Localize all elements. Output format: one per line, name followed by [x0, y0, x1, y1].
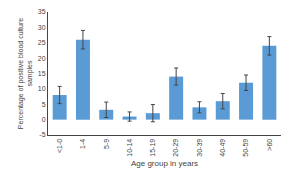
- svg-text:20: 20: [38, 55, 46, 62]
- svg-text:Age group in years: Age group in years: [131, 159, 198, 168]
- svg-text:>60: >60: [266, 139, 273, 151]
- svg-text:50-59: 50-59: [242, 139, 249, 157]
- svg-text:35: 35: [38, 8, 46, 15]
- svg-text:30: 30: [38, 24, 46, 31]
- svg-text:25: 25: [38, 39, 46, 46]
- svg-text:40-49: 40-49: [219, 139, 226, 157]
- svg-text:30-39: 30-39: [196, 139, 203, 157]
- svg-text:1-4: 1-4: [79, 139, 86, 149]
- svg-text:Percentage of positive blood c: Percentage of positive blood culturesamp…: [17, 18, 34, 129]
- svg-text:10-14: 10-14: [126, 139, 133, 157]
- svg-text:20-29: 20-29: [172, 139, 179, 157]
- svg-text:10: 10: [38, 85, 46, 92]
- svg-text:15-19: 15-19: [149, 139, 156, 157]
- svg-text:5: 5: [42, 101, 46, 108]
- svg-text:15: 15: [38, 70, 46, 77]
- svg-text:<1-0: <1-0: [56, 139, 63, 153]
- svg-text:-5: -5: [39, 131, 45, 138]
- svg-text:5-9: 5-9: [103, 139, 110, 149]
- svg-text:0: 0: [42, 116, 46, 123]
